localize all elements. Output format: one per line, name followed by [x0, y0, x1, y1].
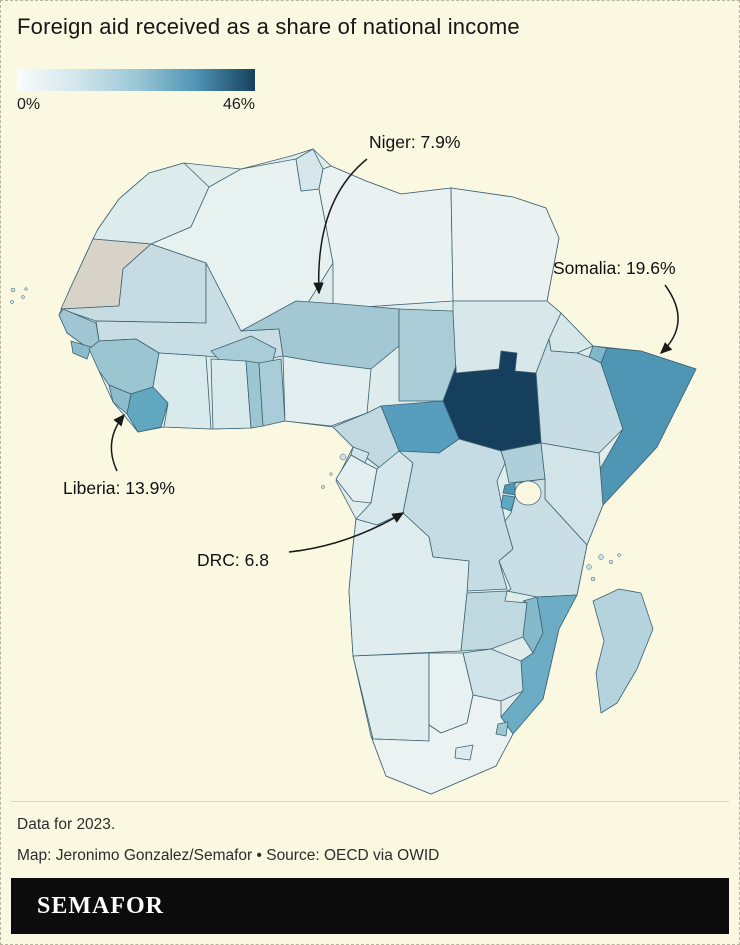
country-tanzania: [498, 478, 588, 598]
legend-gradient-bar: [17, 69, 255, 91]
data-note: Data for 2023.: [17, 816, 116, 833]
country-eswatini: [495, 721, 509, 737]
country-libya: [318, 165, 454, 310]
annotation-somalia-label: Somalia: 19.6%: [553, 258, 676, 278]
page-title: Foreign aid received as a share of natio…: [17, 14, 520, 39]
country-guinea: [88, 338, 160, 395]
country-namibia: [352, 652, 430, 742]
country-ghana: [210, 358, 252, 430]
annotation-niger-label: Niger: 7.9%: [369, 132, 461, 152]
semafor-logo-bar: SEMAFOR: [11, 878, 729, 934]
sao-tome-islands: [321, 472, 333, 489]
lake-victoria: [514, 480, 542, 506]
annotation-liberia-label: Liberia: 13.9%: [63, 478, 175, 498]
country-south-sudan: [442, 350, 542, 452]
zanzibar-islands: [586, 564, 596, 582]
country-guinea-bissau: [70, 340, 92, 360]
country-chad: [398, 308, 457, 402]
cape-verde-islands: [10, 287, 28, 304]
country-lesotho: [454, 744, 474, 761]
country-south-africa: [370, 694, 514, 795]
annotation-arrow-somalia: [659, 284, 679, 355]
annotation-drc-label: DRC: 6.8: [197, 550, 269, 570]
semafor-wordmark: SEMAFOR: [37, 892, 164, 919]
country-burundi: [500, 494, 516, 512]
country-niger: [240, 300, 400, 370]
country-cote-divoire: [152, 352, 212, 430]
country-madagascar: [592, 588, 654, 714]
annotation-arrow-liberia: [110, 413, 125, 472]
footer-divider: [11, 801, 729, 802]
annotation-arrow-drc: [288, 512, 405, 553]
comoros-islands: [598, 553, 621, 565]
bioko-island: [339, 453, 347, 461]
legend-min-label: 0%: [17, 96, 41, 113]
annotation-arrow-niger: [313, 158, 368, 295]
legend-max-label: 46%: [222, 96, 255, 113]
source-credit: Map: Jeronimo Gonzalez/Semafor • Source:…: [17, 847, 440, 864]
color-legend: 0% 46%: [17, 69, 255, 114]
country-benin: [258, 358, 286, 427]
country-egypt: [450, 187, 560, 302]
